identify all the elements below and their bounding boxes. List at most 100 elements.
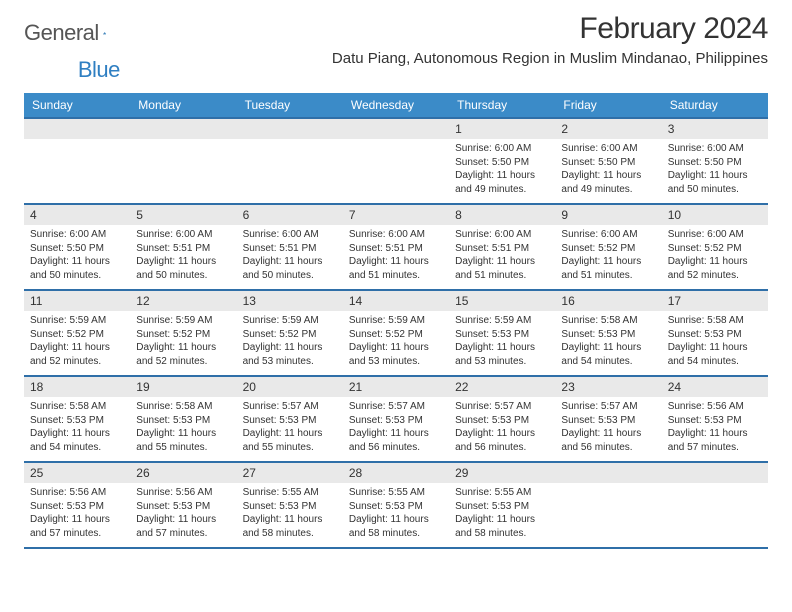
day-number: 15: [449, 291, 555, 311]
day-number: 14: [343, 291, 449, 311]
day-number: 12: [130, 291, 236, 311]
day-number: 9: [555, 205, 661, 225]
calendar-table: Sunday Monday Tuesday Wednesday Thursday…: [24, 93, 768, 549]
day-details: Sunrise: 6:00 AMSunset: 5:52 PMDaylight:…: [555, 225, 661, 285]
day-details: Sunrise: 5:58 AMSunset: 5:53 PMDaylight:…: [130, 397, 236, 457]
weekday-header: Friday: [555, 93, 661, 118]
day-number: 13: [237, 291, 343, 311]
calendar-day-cell: 11Sunrise: 5:59 AMSunset: 5:52 PMDayligh…: [24, 290, 130, 376]
day-details: Sunrise: 5:59 AMSunset: 5:52 PMDaylight:…: [24, 311, 130, 371]
calendar-day-cell: 20Sunrise: 5:57 AMSunset: 5:53 PMDayligh…: [237, 376, 343, 462]
weekday-header: Monday: [130, 93, 236, 118]
weekday-header: Sunday: [24, 93, 130, 118]
day-number: 1: [449, 119, 555, 139]
calendar-day-cell: 1Sunrise: 6:00 AMSunset: 5:50 PMDaylight…: [449, 118, 555, 204]
calendar-day-cell: 5Sunrise: 6:00 AMSunset: 5:51 PMDaylight…: [130, 204, 236, 290]
day-number: 2: [555, 119, 661, 139]
calendar-day-cell: [662, 462, 768, 548]
calendar-day-cell: 27Sunrise: 5:55 AMSunset: 5:53 PMDayligh…: [237, 462, 343, 548]
day-number: 17: [662, 291, 768, 311]
day-details: Sunrise: 6:00 AMSunset: 5:50 PMDaylight:…: [555, 139, 661, 199]
calendar-day-cell: 12Sunrise: 5:59 AMSunset: 5:52 PMDayligh…: [130, 290, 236, 376]
logo: General: [24, 12, 125, 46]
day-details: Sunrise: 6:00 AMSunset: 5:51 PMDaylight:…: [130, 225, 236, 285]
day-number: 10: [662, 205, 768, 225]
day-number: [555, 463, 661, 483]
calendar-day-cell: 13Sunrise: 5:59 AMSunset: 5:52 PMDayligh…: [237, 290, 343, 376]
day-number: 29: [449, 463, 555, 483]
day-details: Sunrise: 6:00 AMSunset: 5:52 PMDaylight:…: [662, 225, 768, 285]
day-details: Sunrise: 5:59 AMSunset: 5:52 PMDaylight:…: [343, 311, 449, 371]
calendar-day-cell: 14Sunrise: 5:59 AMSunset: 5:52 PMDayligh…: [343, 290, 449, 376]
day-number: [662, 463, 768, 483]
day-details: Sunrise: 5:58 AMSunset: 5:53 PMDaylight:…: [24, 397, 130, 457]
calendar-day-cell: [130, 118, 236, 204]
day-details: Sunrise: 6:00 AMSunset: 5:51 PMDaylight:…: [343, 225, 449, 285]
day-number: 18: [24, 377, 130, 397]
calendar-day-cell: [555, 462, 661, 548]
calendar-day-cell: 21Sunrise: 5:57 AMSunset: 5:53 PMDayligh…: [343, 376, 449, 462]
weekday-header: Wednesday: [343, 93, 449, 118]
day-number: 26: [130, 463, 236, 483]
day-details: Sunrise: 5:55 AMSunset: 5:53 PMDaylight:…: [237, 483, 343, 543]
day-number: 27: [237, 463, 343, 483]
day-number: 25: [24, 463, 130, 483]
day-number: 19: [130, 377, 236, 397]
calendar-day-cell: 24Sunrise: 5:56 AMSunset: 5:53 PMDayligh…: [662, 376, 768, 462]
month-title: February 2024: [332, 12, 768, 46]
calendar-day-cell: [24, 118, 130, 204]
day-details: Sunrise: 5:57 AMSunset: 5:53 PMDaylight:…: [449, 397, 555, 457]
calendar-day-cell: 10Sunrise: 6:00 AMSunset: 5:52 PMDayligh…: [662, 204, 768, 290]
day-number: 23: [555, 377, 661, 397]
day-number: [130, 119, 236, 139]
calendar-week-row: 1Sunrise: 6:00 AMSunset: 5:50 PMDaylight…: [24, 118, 768, 204]
day-details: Sunrise: 5:58 AMSunset: 5:53 PMDaylight:…: [662, 311, 768, 371]
calendar-week-row: 25Sunrise: 5:56 AMSunset: 5:53 PMDayligh…: [24, 462, 768, 548]
day-details: Sunrise: 5:56 AMSunset: 5:53 PMDaylight:…: [130, 483, 236, 543]
weekday-header-row: Sunday Monday Tuesday Wednesday Thursday…: [24, 93, 768, 118]
weekday-header: Tuesday: [237, 93, 343, 118]
day-details: Sunrise: 5:57 AMSunset: 5:53 PMDaylight:…: [555, 397, 661, 457]
day-number: 4: [24, 205, 130, 225]
day-number: 24: [662, 377, 768, 397]
calendar-week-row: 4Sunrise: 6:00 AMSunset: 5:50 PMDaylight…: [24, 204, 768, 290]
calendar-day-cell: 15Sunrise: 5:59 AMSunset: 5:53 PMDayligh…: [449, 290, 555, 376]
day-number: [237, 119, 343, 139]
day-number: 6: [237, 205, 343, 225]
day-number: [343, 119, 449, 139]
calendar-day-cell: 6Sunrise: 6:00 AMSunset: 5:51 PMDaylight…: [237, 204, 343, 290]
day-number: 8: [449, 205, 555, 225]
day-details: Sunrise: 5:58 AMSunset: 5:53 PMDaylight:…: [555, 311, 661, 371]
calendar-day-cell: [343, 118, 449, 204]
calendar-week-row: 11Sunrise: 5:59 AMSunset: 5:52 PMDayligh…: [24, 290, 768, 376]
day-details: Sunrise: 5:57 AMSunset: 5:53 PMDaylight:…: [237, 397, 343, 457]
day-details: Sunrise: 6:00 AMSunset: 5:51 PMDaylight:…: [449, 225, 555, 285]
day-number: 21: [343, 377, 449, 397]
day-number: 20: [237, 377, 343, 397]
calendar-day-cell: 25Sunrise: 5:56 AMSunset: 5:53 PMDayligh…: [24, 462, 130, 548]
day-details: Sunrise: 5:57 AMSunset: 5:53 PMDaylight:…: [343, 397, 449, 457]
day-number: 7: [343, 205, 449, 225]
calendar-day-cell: 9Sunrise: 6:00 AMSunset: 5:52 PMDaylight…: [555, 204, 661, 290]
day-details: Sunrise: 5:59 AMSunset: 5:52 PMDaylight:…: [237, 311, 343, 371]
day-number: 11: [24, 291, 130, 311]
calendar-day-cell: 23Sunrise: 5:57 AMSunset: 5:53 PMDayligh…: [555, 376, 661, 462]
day-details: Sunrise: 6:00 AMSunset: 5:51 PMDaylight:…: [237, 225, 343, 285]
calendar-day-cell: 22Sunrise: 5:57 AMSunset: 5:53 PMDayligh…: [449, 376, 555, 462]
day-details: Sunrise: 5:56 AMSunset: 5:53 PMDaylight:…: [24, 483, 130, 543]
calendar-week-row: 18Sunrise: 5:58 AMSunset: 5:53 PMDayligh…: [24, 376, 768, 462]
calendar-day-cell: 2Sunrise: 6:00 AMSunset: 5:50 PMDaylight…: [555, 118, 661, 204]
day-details: Sunrise: 6:00 AMSunset: 5:50 PMDaylight:…: [24, 225, 130, 285]
logo-text-blue: Blue: [78, 57, 120, 83]
calendar-day-cell: 7Sunrise: 6:00 AMSunset: 5:51 PMDaylight…: [343, 204, 449, 290]
day-details: Sunrise: 6:00 AMSunset: 5:50 PMDaylight:…: [449, 139, 555, 199]
day-details: Sunrise: 6:00 AMSunset: 5:50 PMDaylight:…: [662, 139, 768, 199]
day-number: [24, 119, 130, 139]
day-number: 28: [343, 463, 449, 483]
logo-mark-icon: [103, 25, 106, 41]
day-details: Sunrise: 5:55 AMSunset: 5:53 PMDaylight:…: [449, 483, 555, 543]
calendar-day-cell: 29Sunrise: 5:55 AMSunset: 5:53 PMDayligh…: [449, 462, 555, 548]
calendar-day-cell: 4Sunrise: 6:00 AMSunset: 5:50 PMDaylight…: [24, 204, 130, 290]
calendar-day-cell: 16Sunrise: 5:58 AMSunset: 5:53 PMDayligh…: [555, 290, 661, 376]
logo-text-general: General: [24, 20, 99, 46]
